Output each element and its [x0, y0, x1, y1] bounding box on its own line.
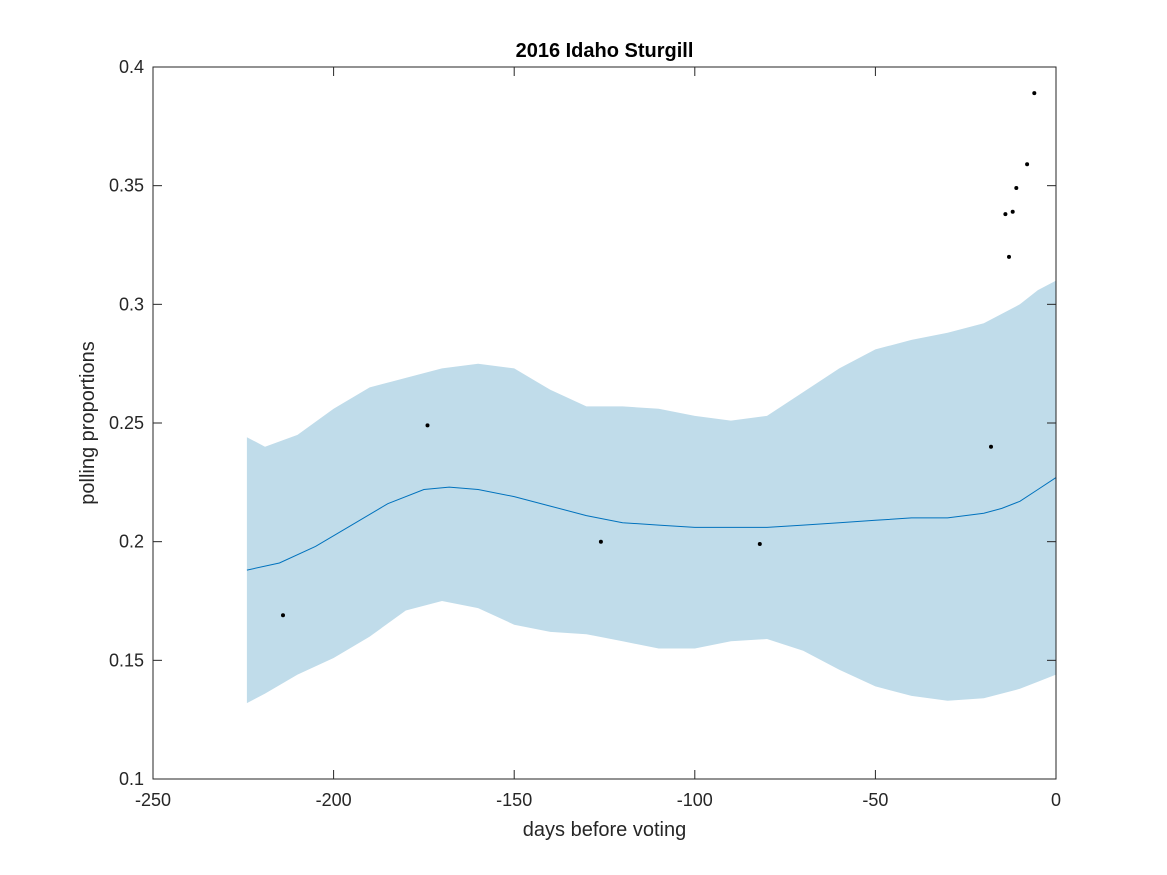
y-tick-label: 0.15 — [109, 650, 144, 670]
data-point — [1007, 254, 1011, 259]
y-tick-label: 0.25 — [109, 413, 144, 433]
axes: -250 -200 -150 -100 -50 0 0.1 0.15 0.2 0.25 0.3 0.3… — [109, 57, 1061, 810]
y-tick-label: 0.3 — [119, 294, 144, 314]
confidence-band — [246, 280, 1056, 704]
x-tick-label: -100 — [677, 790, 713, 810]
chart-title: 2016 Idaho Sturgill — [516, 40, 694, 62]
data-point — [425, 423, 430, 428]
data-point — [1003, 212, 1008, 217]
trend-line — [246, 477, 1057, 571]
y-axis-label: polling proportions — [77, 341, 99, 504]
x-tick-label: -200 — [316, 790, 352, 810]
y-tick-label: 0.35 — [109, 176, 144, 196]
y-tick-label: 0.1 — [119, 769, 144, 789]
plot-area — [246, 91, 1057, 704]
y-tick-label: 0.4 — [119, 57, 144, 77]
x-tick-label: 0 — [1051, 790, 1061, 810]
data-point — [281, 613, 285, 618]
data-point — [1025, 162, 1030, 167]
data-point — [1014, 186, 1019, 190]
data-point — [1010, 209, 1015, 214]
data-point — [1032, 91, 1037, 96]
data-point — [598, 539, 603, 544]
y-tick-label: 0.2 — [119, 532, 144, 552]
data-point — [757, 542, 762, 546]
data-point — [989, 444, 993, 449]
x-tick-label: -150 — [496, 790, 532, 810]
x-tick-label: -50 — [862, 790, 888, 810]
x-tick-label: -250 — [135, 790, 171, 810]
x-axis-label: days before voting — [523, 819, 686, 841]
